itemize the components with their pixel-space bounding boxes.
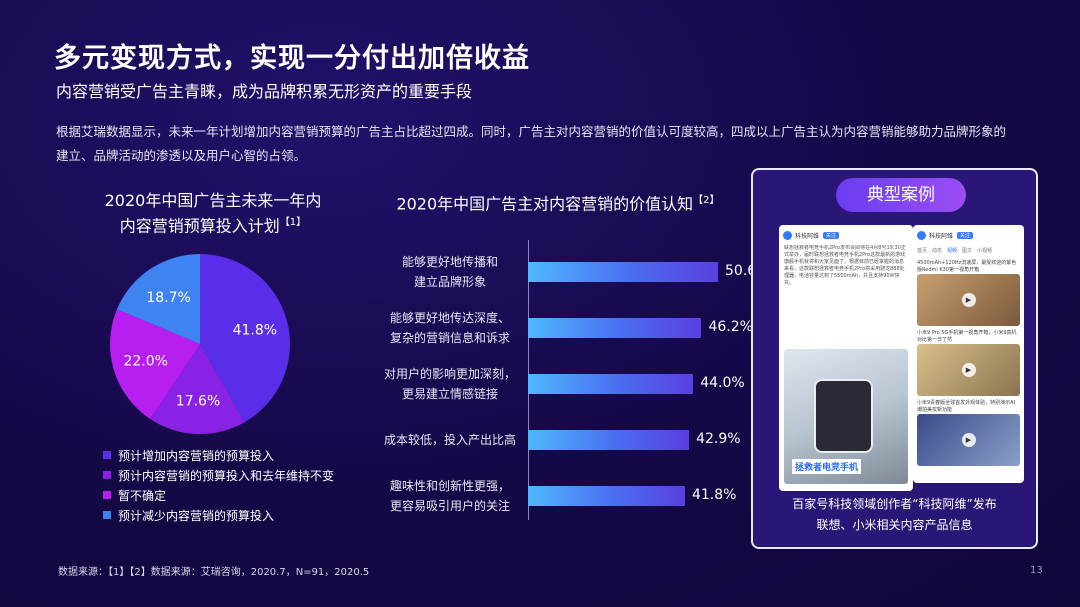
bar-category-label: 趣味性和创新性更强， 更容易吸引用户的关注 — [375, 476, 525, 516]
bar-value-label: 44.0% — [700, 375, 745, 391]
page-title: 多元变现方式，实现一分付出加倍收益 — [54, 43, 530, 74]
avatar — [783, 230, 792, 240]
legend-label: 预计增加内容营销的预算投入 — [118, 448, 275, 463]
bar-category-line: 复杂的营销信息和诉求 — [389, 331, 510, 345]
video-title: 4500mAh+120Hz流速屏，最受欢迎的紫色版Redmi K30第一视角开箱 — [917, 260, 1017, 273]
bar — [528, 486, 685, 506]
case-study-pill: 典型案例 — [836, 178, 966, 212]
bar-chart-title: 2020年中国广告主对内容营销的价值认知【2】 — [368, 190, 748, 215]
video-thumbnail: ▶ — [917, 274, 1020, 326]
legend-swatch — [103, 491, 111, 499]
follow-button: 关注 — [823, 231, 840, 239]
video-thumbnail: ▶ — [917, 344, 1020, 396]
profile-tab: 小视频 — [977, 248, 993, 254]
legend-swatch — [103, 471, 111, 479]
video-item: 小米9 Pro 5G手机第一视角开箱，小米9真机对比第一日了然 ▶ — [917, 330, 1020, 396]
follow-button: 关注 — [957, 231, 974, 239]
legend-item: 预计减少内容营销的预算投入 — [103, 505, 334, 525]
bar-category-label: 能够更好地传播和 建立品牌形象 — [375, 252, 525, 292]
pie-chart: 41.8% 17.6% 22.0% 18.7% — [110, 254, 290, 434]
gaming-phone-graphic — [814, 379, 873, 453]
bar — [528, 430, 690, 450]
pie-slice-label: 17.6% — [176, 394, 220, 410]
account-name: 科技阿维 — [929, 232, 954, 240]
bar-category-label: 成本较低，投入产出比高 — [375, 430, 525, 450]
pie-slice — [200, 254, 290, 423]
legend-item: 预计内容营销的预算投入和去年维持不变 — [103, 465, 334, 485]
bar-chart: 能够更好地传播和 建立品牌形象 50.6% 能够更好地传达深度、 复杂的营销信息和诉求 4… — [384, 240, 769, 520]
pie-slice — [150, 344, 245, 434]
pie-slice-label: 22.0% — [123, 353, 167, 369]
case-study-card: 典型案例 科技阿维 关注 联想拯救者电竞手机2Pro发布会即将在4月8号19:3… — [751, 168, 1038, 549]
pie-slice-label: 41.8% — [233, 322, 277, 338]
bar-category-label: 能够更好地传达深度、 复杂的营销信息和诉求 — [375, 308, 525, 348]
bar-category-line: 趣味性和创新性更强， — [389, 479, 510, 493]
bar-category-line: 更容易吸引用户的关注 — [389, 499, 510, 513]
bar-value-label: 46.2% — [708, 319, 753, 335]
bar-category-line: 成本较低，投入产出比高 — [383, 433, 516, 447]
video-feed-screenshot: 科技阿维 关注 首页 动态 视频 图文 小视频 4500mAh+120Hz流速屏，最受欢… — [913, 225, 1024, 483]
bar-category-line: 更易建立情感链接 — [401, 387, 498, 401]
play-icon: ▶ — [961, 433, 976, 447]
play-icon: ▶ — [961, 363, 976, 377]
pie-chart-title: 2020年中国广告主未来一年内 内容营销预算投入计划【1】 — [78, 190, 348, 237]
profile-tab: 视频 — [947, 248, 958, 254]
pie-legend: 预计增加内容营销的预算投入预计内容营销的预算投入和去年维持不变 暂不确定预计减少内… — [103, 445, 334, 525]
profile-tab: 首页 — [917, 248, 928, 254]
case-caption-line2: 联想、小米相关内容产品信息 — [816, 518, 973, 532]
video-title: 小米9 Pro 5G手机第一视角开箱，小米9真机对比第一日了然 — [917, 330, 1017, 343]
profile-tab: 动态 — [932, 248, 943, 254]
legend-label: 预计减少内容营销的预算投入 — [118, 508, 275, 523]
account-name: 科技阿维 — [795, 232, 820, 240]
profile-tabs: 首页 动态 视频 图文 小视频 — [913, 245, 1024, 256]
image-caption: 拯救者电竞手机 — [792, 459, 862, 474]
bar — [528, 262, 718, 282]
article-screenshot: 科技阿维 关注 联想拯救者电竞手机2Pro发布会即将在4月8号19:30正式举办… — [779, 225, 913, 491]
bar-category-line: 对用户的影响更加深刻， — [383, 367, 516, 381]
bar-value-label: 41.8% — [691, 487, 737, 503]
profile-tab: 图文 — [962, 248, 973, 254]
legend-item: 暂不确定 — [103, 485, 334, 505]
case-caption-line1: 百家号科技领域创作者“科技阿维”发布 — [792, 497, 997, 511]
pie-title-line2: 内容营销预算投入计划 — [119, 216, 280, 236]
pie-reference: 【1】 — [279, 217, 307, 228]
legend-label: 预计内容营销的预算投入和去年维持不变 — [118, 468, 335, 483]
intro-paragraph: 根据艾瑞数据显示，未来一年计划增加内容营销预算的广告主占比超过四成。同时，广告主… — [56, 124, 1007, 163]
bar — [528, 374, 694, 394]
legend-swatch — [103, 451, 111, 459]
bar-category-line: 能够更好地传达深度、 — [389, 311, 510, 325]
bar-reference: 【2】 — [693, 195, 720, 206]
pie-slice — [110, 309, 200, 419]
video-thumbnail: ▶ — [917, 414, 1020, 466]
page-number: 13 — [1030, 565, 1043, 576]
page-subtitle: 内容营销受广告主青睐，成为品牌积累无形资产的重要手段 — [56, 82, 473, 101]
bar-title-text: 2020年中国广告主对内容营销的价值认知 — [396, 194, 694, 214]
play-icon: ▶ — [961, 293, 976, 307]
legend-label: 暂不确定 — [118, 488, 167, 503]
bar-category-line: 能够更好地传播和 — [401, 255, 498, 269]
bar-category-label: 对用户的影响更加深刻， 更易建立情感链接 — [375, 364, 525, 404]
pie-title-line1: 2020年中国广告主未来一年内 — [104, 191, 322, 210]
bar-category-line: 建立品牌形象 — [413, 275, 486, 289]
bar — [528, 318, 702, 338]
pie-slice — [117, 254, 200, 344]
legend-swatch — [103, 511, 111, 519]
bar-value-label: 42.9% — [696, 431, 741, 447]
pie-slice-label: 18.7% — [146, 290, 190, 306]
video-item: 小米9青春版全球首发外观体验，特别演示AI潮拍美妆新功能 ▶ — [917, 400, 1020, 466]
legend-item: 预计增加内容营销的预算投入 — [103, 445, 334, 465]
article-text: 联想拯救者电竞手机2Pro发布会即将在4月8号19:30正式举办，届时联想拯救者… — [784, 245, 906, 286]
video-item: 4500mAh+120Hz流速屏，最受欢迎的紫色版Redmi K30第一视角开箱… — [917, 260, 1020, 326]
avatar — [917, 230, 926, 240]
data-source-footnote: 数据来源：【1】【2】数据来源：艾瑞咨询，2020.7，N=91，2020.5 — [58, 567, 370, 578]
video-title: 小米9青春版全球首发外观体验，特别演示AI潮拍美妆新功能 — [917, 400, 1016, 413]
case-caption: 百家号科技领域创作者“科技阿维”发布 联想、小米相关内容产品信息 — [753, 494, 1036, 536]
phone-product-image: 拯救者电竞手机 — [784, 349, 908, 484]
